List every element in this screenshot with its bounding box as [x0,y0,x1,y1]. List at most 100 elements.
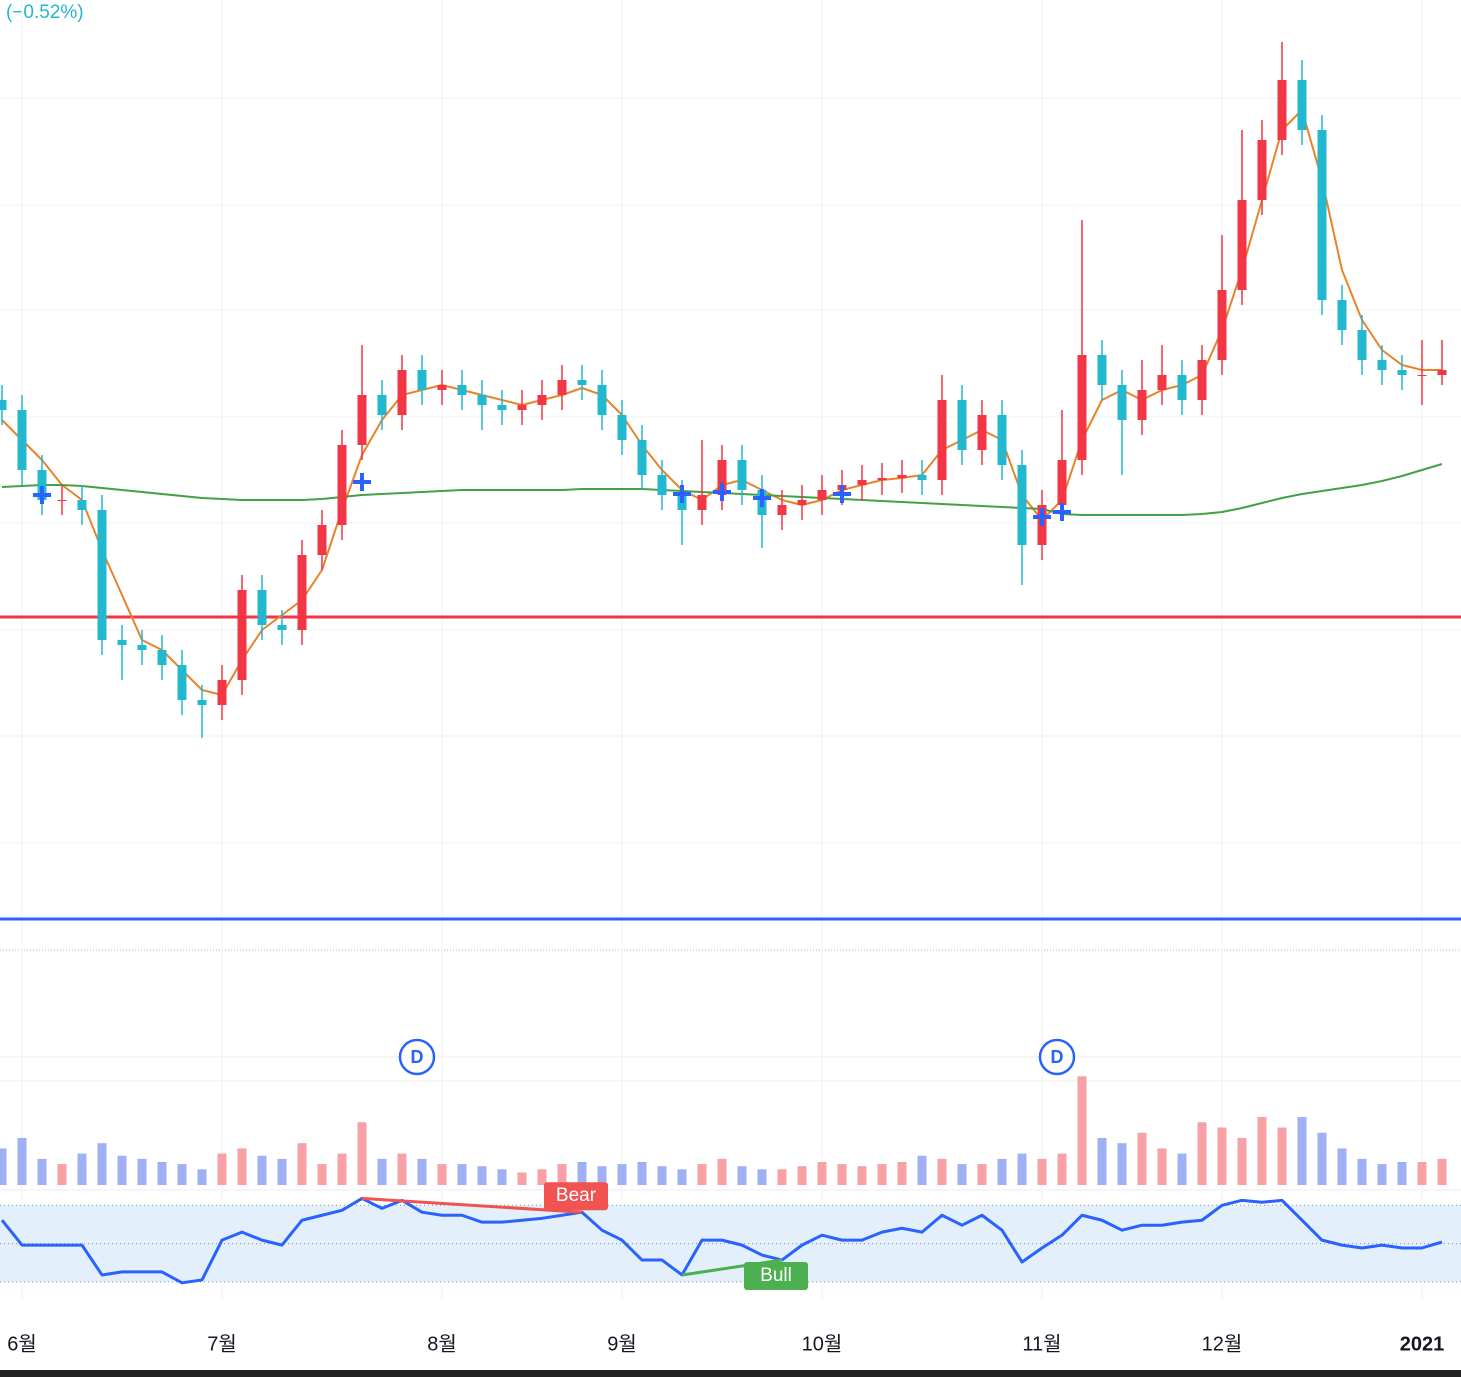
candle-body [497,405,507,410]
volume-bar [457,1164,467,1185]
candle-body [437,385,447,390]
volume-bar [937,1158,947,1185]
volume-bar [177,1164,187,1185]
volume-bar [277,1158,287,1185]
volume-bar [1257,1117,1267,1185]
candle-body [1097,355,1107,385]
volume-bar [257,1155,267,1185]
candle-body [777,505,787,515]
candle-body [17,410,27,470]
volume-bar [877,1164,887,1185]
volume-bar [1017,1153,1027,1185]
candle-body [417,370,427,390]
candle-body [817,490,827,500]
candle-body [377,395,387,415]
candle-body [1237,200,1247,290]
volume-bar [957,1164,967,1185]
x-tick-label: 10월 [802,1332,843,1355]
volume-bar [97,1143,107,1185]
candle-body [1117,385,1127,420]
candle-body [997,415,1007,465]
candle-body [457,385,467,395]
volume-bar [597,1166,607,1185]
volume-bar [377,1158,387,1185]
volume-bar [1437,1158,1447,1185]
x-tick-label: 12월 [1202,1332,1243,1355]
candle-body [1357,330,1367,360]
event-marker [1038,1038,1076,1076]
volume-bar [1157,1148,1167,1185]
divergence-label: Bear [556,1185,597,1206]
x-tick-label: 9월 [607,1332,637,1355]
volume-bar [557,1164,567,1185]
volume-bar [157,1162,167,1185]
candle-body [897,475,907,478]
candle-body [237,590,247,680]
cross-marker [353,473,371,491]
volume-bar [497,1169,507,1185]
candle-body [1217,290,1227,360]
volume-bar [1277,1127,1287,1185]
candle-body [857,480,867,485]
candle-body [397,370,407,415]
x-tick-label: 8월 [427,1332,457,1355]
volume-bar [737,1166,747,1185]
volume-bar [1217,1127,1227,1185]
volume-bar [237,1148,247,1185]
event-label: D [1051,1047,1064,1067]
volume-bar [1177,1153,1187,1185]
candle-body [297,555,307,630]
volume-bar [297,1143,307,1185]
volume-bar [677,1169,687,1185]
volume-bar [1037,1158,1047,1185]
candle-body [1077,355,1087,460]
cross-marker [1053,503,1071,521]
candle-body [357,395,367,445]
candle-body [517,405,527,410]
candle-body [1277,80,1287,140]
candle-body [597,385,607,415]
candle-body [1157,375,1167,390]
candle-body [97,510,107,640]
candle-body [1397,370,1407,375]
candle-body [137,645,147,650]
candle-body [1017,465,1027,545]
candle-body [337,445,347,525]
candle-body [717,460,727,495]
candle-body [177,665,187,700]
volume-bar [837,1164,847,1185]
candle-body [277,625,287,630]
volume-bar [217,1153,227,1185]
volume-bar [57,1164,67,1185]
x-tick-label: 2021 [1400,1333,1445,1355]
cross-marker [1033,508,1051,526]
volume-bar [1417,1162,1427,1185]
bottom-bar [0,1370,1461,1377]
cross-marker [33,486,51,504]
volume-bar [1137,1132,1147,1185]
cross-marker [833,485,851,503]
rsi-line [0,1196,1443,1285]
volume-bar [1297,1117,1307,1185]
volume-bar [77,1153,87,1185]
candle-body [197,700,207,705]
volume-bar [1237,1137,1247,1185]
volume-bar [977,1164,987,1185]
cross-marker [673,485,691,503]
cross-marker [753,489,771,507]
volume-bar [537,1169,547,1185]
candle-body [977,415,987,450]
volume-bar [0,1148,7,1185]
candle-body [877,478,887,480]
volume-bar [137,1158,147,1185]
volume-bar [1077,1076,1087,1185]
volume-bar [577,1162,587,1185]
divergence-label: Bull [760,1265,792,1286]
x-tick-label: 11월 [1022,1332,1061,1355]
volume-bar [1057,1153,1067,1185]
candle-body [1257,140,1267,200]
volume-bar [717,1158,727,1185]
volume-bar [917,1155,927,1185]
candle-body [557,380,567,395]
